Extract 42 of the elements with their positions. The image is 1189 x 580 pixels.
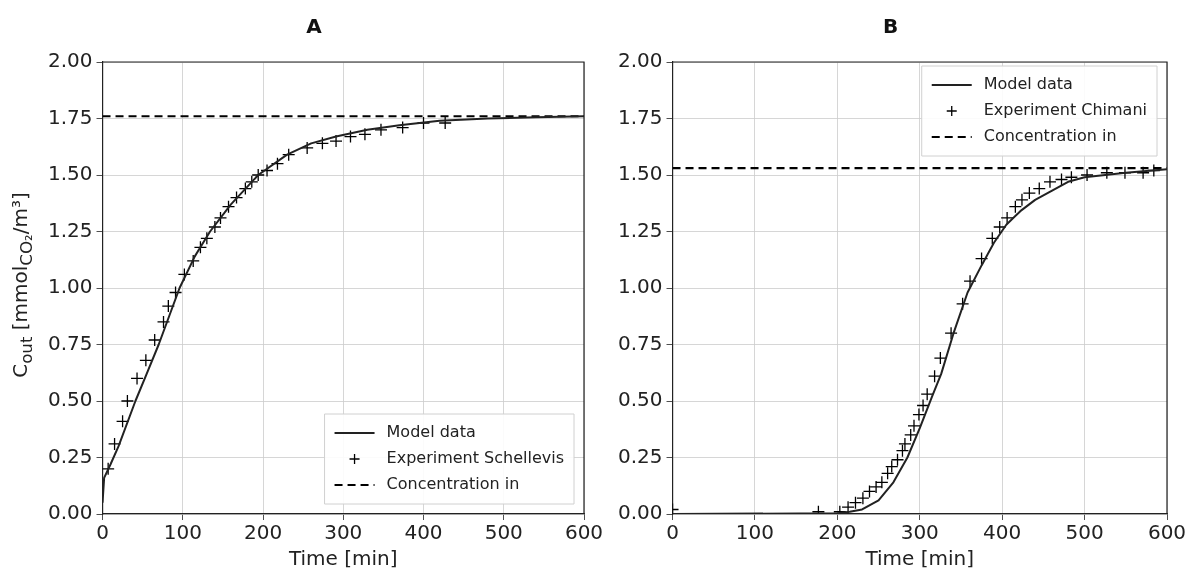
legend-label: Model data [983,74,1073,94]
y-tick-label: 0.25 [618,443,663,468]
y-tick-label: 2.00 [48,48,93,73]
x-tick-label: 300 [324,520,363,545]
x-tick-label: 0 [666,520,679,545]
y-tick-label: 0.75 [618,330,663,355]
x-tick-label: 600 [1147,520,1187,545]
y-tick-label: 1.75 [48,104,93,129]
y-tick-label: 1.00 [618,274,663,299]
legend-label: Experiment Schellevis [386,448,564,468]
legend-label: Concentration in [386,474,520,494]
x-tick-label: 600 [564,520,604,545]
y-tick-label: 0.50 [48,387,93,412]
y-tick-label: 0.00 [48,500,93,525]
legend-label: Concentration in [983,126,1117,146]
chart-title: B [882,14,899,39]
y-tick-label: 1.75 [618,104,663,129]
y-tick-label: 1.50 [618,161,663,186]
y-tick-label: 1.25 [618,217,663,242]
x-tick-label: 400 [404,520,443,545]
legend-label: Model data [386,422,476,442]
x-tick-label: 100 [735,520,775,545]
x-tick-label: 100 [163,520,202,545]
chart-title: A [306,14,323,39]
y-tick-label: 1.50 [48,161,93,186]
x-tick-label: 500 [484,520,523,545]
x-tick-label: 400 [983,520,1022,545]
x-tick-label: 0 [96,520,109,545]
y-tick-label: 0.00 [618,500,663,525]
y-tick-label: 1.00 [48,274,93,299]
x-tick-label: 500 [1065,520,1104,545]
y-tick-label: 1.25 [48,217,93,242]
x-axis-title: Time [min] [287,546,398,571]
legend-label: Experiment Chimani [983,100,1147,120]
x-axis-title: Time [min] [864,546,975,571]
y-tick-label: 0.50 [618,387,663,412]
y-tick-label: 2.00 [618,48,663,73]
x-tick-label: 300 [900,520,939,545]
x-tick-label: 200 [818,520,857,545]
y-tick-label: 0.25 [48,443,93,468]
y-tick-label: 0.75 [48,330,93,355]
x-tick-label: 200 [243,520,283,545]
